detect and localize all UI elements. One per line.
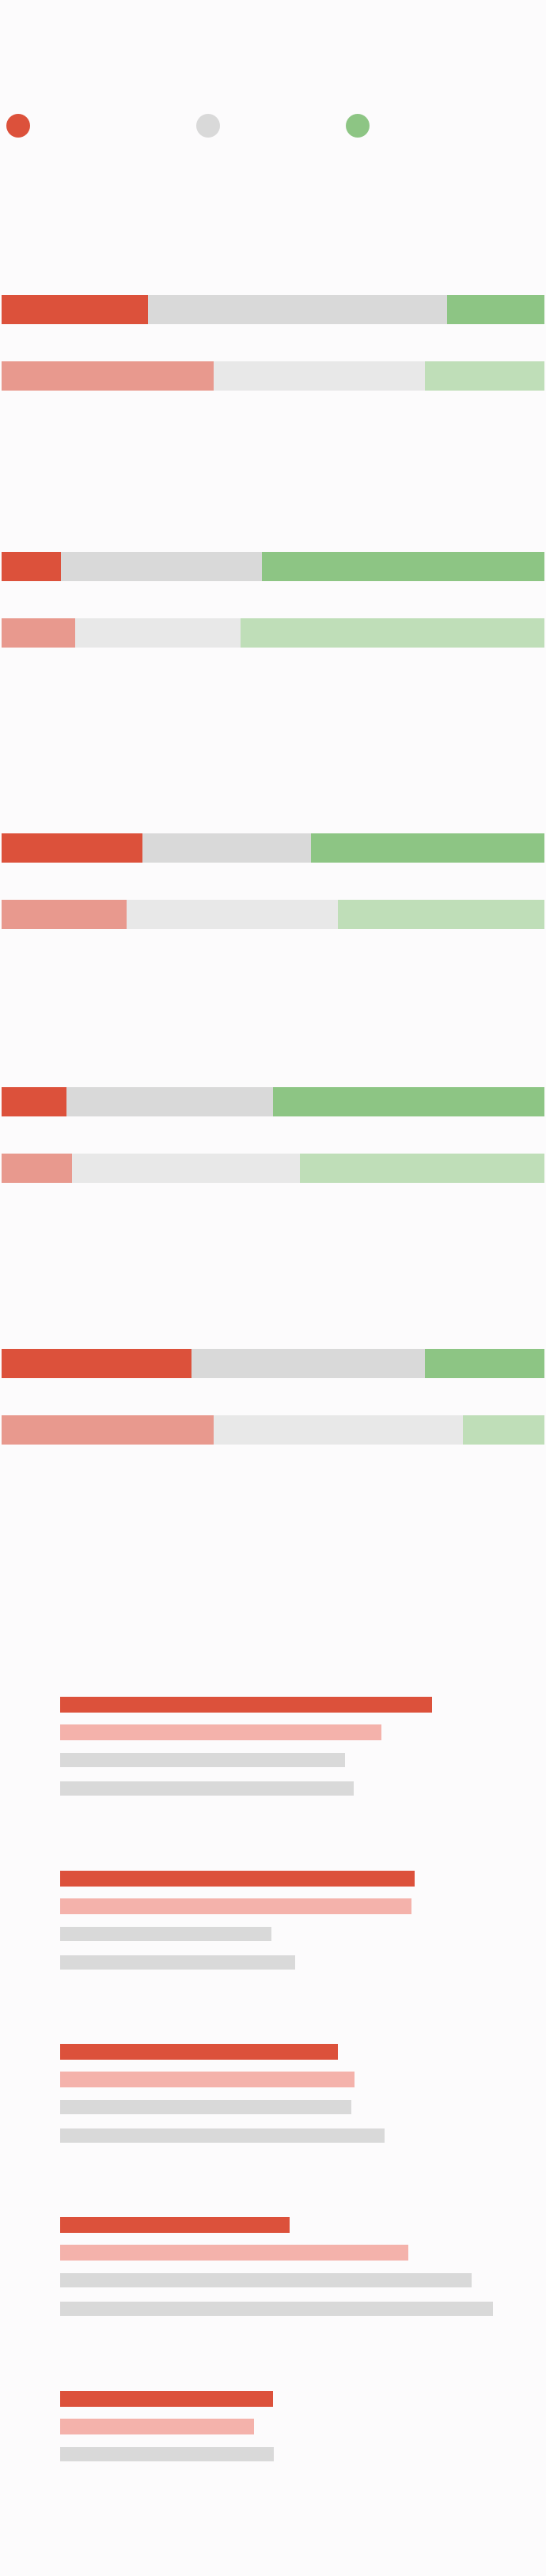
stacked-segment-4-0-0 <box>2 1349 192 1378</box>
bar-0-3 <box>60 1781 354 1796</box>
bar-2-2 <box>60 2100 351 2114</box>
stacked-segment-0-1-2 <box>425 361 544 391</box>
legend-dot-1 <box>196 114 220 138</box>
stacked-bar-0-0 <box>2 295 544 324</box>
bar-4-1 <box>60 2419 254 2434</box>
stacked-segment-4-1-2 <box>463 1415 544 1445</box>
legend-dot-0 <box>6 114 30 138</box>
stacked-segment-1-1-0 <box>2 618 75 648</box>
bar-1-2 <box>60 1927 271 1941</box>
bar-4-2 <box>60 2447 274 2461</box>
stacked-segment-1-1-1 <box>74 618 241 648</box>
stacked-segment-4-1-0 <box>2 1415 214 1445</box>
stacked-segment-1-0-1 <box>61 552 263 581</box>
bar-0-2 <box>60 1753 345 1767</box>
stacked-segment-1-0-2 <box>262 552 544 581</box>
stacked-segment-0-0-0 <box>2 295 149 324</box>
bar-1-0 <box>60 1871 415 1887</box>
bar-3-2 <box>60 2273 472 2287</box>
stacked-bar-1-1 <box>2 618 544 648</box>
bar-1-3 <box>60 1955 295 1970</box>
stacked-segment-3-0-2 <box>272 1087 544 1116</box>
stacked-segment-3-1-2 <box>300 1154 544 1183</box>
stacked-bar-0-1 <box>2 361 544 391</box>
stacked-bar-3-1 <box>2 1154 544 1183</box>
bar-3-0 <box>60 2217 290 2233</box>
legend-dot-2 <box>346 114 370 138</box>
bar-2-1 <box>60 2072 355 2087</box>
stacked-segment-2-1-1 <box>126 900 339 929</box>
stacked-segment-3-1-0 <box>2 1154 73 1183</box>
stacked-segment-1-0-0 <box>2 552 62 581</box>
stacked-segment-2-1-0 <box>2 900 127 929</box>
stacked-segment-3-1-1 <box>72 1154 301 1183</box>
stacked-segment-4-0-2 <box>425 1349 544 1378</box>
stacked-segment-1-1-2 <box>240 618 544 648</box>
bar-4-0 <box>60 2391 273 2407</box>
stacked-segment-2-0-2 <box>311 833 544 863</box>
stacked-bar-4-0 <box>2 1349 544 1378</box>
stacked-bar-1-0 <box>2 552 544 581</box>
stacked-bar-4-1 <box>2 1415 544 1445</box>
stacked-segment-0-1-1 <box>213 361 426 391</box>
bar-0-1 <box>60 1724 381 1740</box>
stacked-bar-2-1 <box>2 900 544 929</box>
stacked-bar-2-0 <box>2 833 544 863</box>
stacked-segment-3-0-1 <box>66 1087 273 1116</box>
bar-3-3 <box>60 2302 493 2316</box>
stacked-segment-0-1-0 <box>2 361 214 391</box>
stacked-segment-4-1-1 <box>213 1415 464 1445</box>
bar-2-3 <box>60 2128 385 2143</box>
bar-2-0 <box>60 2044 338 2060</box>
stacked-segment-0-0-1 <box>148 295 447 324</box>
stacked-segment-0-0-2 <box>446 295 544 324</box>
stacked-segment-4-0-1 <box>191 1349 426 1378</box>
stacked-bar-3-0 <box>2 1087 544 1116</box>
bar-0-0 <box>60 1697 432 1713</box>
bar-3-1 <box>60 2245 408 2261</box>
stacked-segment-2-1-2 <box>338 900 544 929</box>
stacked-segment-3-0-0 <box>2 1087 67 1116</box>
stacked-segment-2-0-1 <box>142 833 312 863</box>
bar-1-1 <box>60 1898 411 1914</box>
stacked-segment-2-0-0 <box>2 833 143 863</box>
